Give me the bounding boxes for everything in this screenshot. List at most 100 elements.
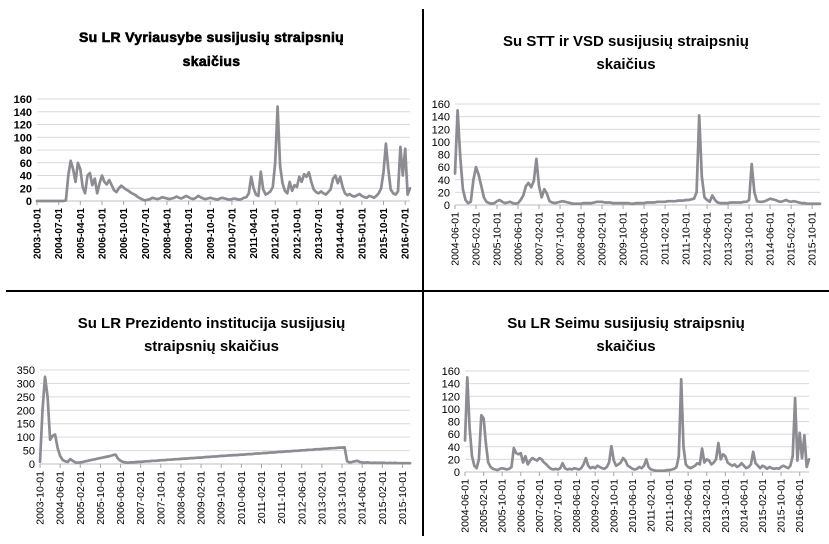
y-tick-label: 150 [17,419,35,431]
x-tick-label: 2008-06-01 [576,212,588,266]
divider-horizontal [6,290,829,292]
x-tick-labels: 2003-10-01 2004-06-01 2005-02-01 2005-10-01… [35,471,409,525]
y-tick-label: 250 [17,392,35,404]
series-line [35,105,412,203]
x-tick-label: 2011-10-01 [664,479,676,532]
y-tick-label: 40 [20,171,32,183]
x-tick-label: 2015-10-01 [397,471,409,525]
x-tick-label: 2016-06-01 [794,479,806,533]
y-tick-label: 120 [432,124,450,136]
x-tick-label: 2005-02-01 [471,212,483,266]
x-tick-label: 2009-10-01 [206,208,217,260]
x-tick-label: 2015-02-01 [757,479,769,533]
chart-title-line: skaičius [596,338,656,355]
x-tick-label: 2003-10-01 [33,208,44,260]
chart-cell-seimas: Su LR Seimu susijusių straipsnių skaičiu… [423,291,829,544]
x-tick-label: 2010-07-01 [227,208,238,260]
y-tick-label: 80 [438,150,450,162]
x-tick-label: 2007-07-01 [141,208,152,260]
y-tick-label: 100 [432,137,450,149]
divider-vertical [422,9,424,536]
y-tick-label: 80 [20,145,32,157]
x-tick-label: 2008-06-01 [175,471,187,525]
y-tick-label: 60 [438,162,450,174]
x-tick-label: 2006-10-01 [119,208,130,260]
x-tick-label: 2014-04-01 [336,208,347,260]
y-tick-label: 40 [448,442,460,454]
y-tick-label: 40 [438,175,450,187]
x-tick-label: 2011-02-01 [660,212,672,265]
x-tick-label: 2009-02-01 [196,471,208,525]
x-tick-label: 2007-02-01 [534,212,546,266]
x-tick-label: 2011-10-01 [681,212,693,265]
x-tick-label: 2007-10-01 [552,479,564,533]
x-tick-label: 2006-06-01 [515,479,527,533]
series-line [38,375,412,465]
x-tick-label: 2015-01-01 [357,208,368,260]
x-tick-label: 2005-04-01 [76,208,87,260]
chart-cell-prezidentas: Su LR Prezidento institucija susijusių s… [0,291,423,544]
x-tick-label: 2007-10-01 [555,212,567,266]
chart-canvas-prezidentas: 0 50 100 150 200 250 300 350 2003-10-01 2004-06-0… [0,358,423,544]
y-tick-label: 160 [432,99,450,111]
y-tick-label: 300 [17,378,35,390]
x-tick-label: 2012-06-01 [683,479,695,533]
y-tick-label: 120 [14,120,32,132]
chart-title-stt-vsd: Su STT ir VSD susijusių straipsnių skaič… [423,30,829,76]
chart-title-line: Su LR Prezidento institucija susijusių [77,315,346,332]
x-tick-label: 2015-10-01 [379,208,390,260]
x-tick-label: 2006-01-01 [97,208,108,260]
x-tick-label: 2004-06-01 [460,479,472,533]
x-tick-marks [36,201,406,205]
y-tick-label: 140 [442,379,460,391]
x-tick-label: 2004-06-01 [55,471,67,525]
x-tick-label: 2013-10-01 [720,479,732,533]
x-tick-label: 2005-10-01 [95,471,107,525]
x-tick-label: 2004-06-01 [450,212,462,266]
x-tick-label: 2006-06-01 [115,471,127,525]
series-line [453,108,822,206]
x-tick-label: 2013-02-01 [316,471,328,525]
x-tick-label: 2006-06-01 [513,212,525,266]
x-tick-label: 2010-06-01 [627,479,639,533]
x-tick-label: 2011-02-01 [645,479,657,532]
y-gridlines [465,370,809,473]
x-tick-label: 2013-02-01 [723,212,735,266]
x-tick-label: 2007-02-01 [534,479,546,533]
chart-title-line: skaičius [182,53,241,70]
x-tick-label: 2015-10-01 [776,479,788,533]
x-tick-label: 2009-02-01 [590,479,602,533]
x-tick-label: 2016-07-01 [401,208,412,260]
y-gridlines [455,103,820,206]
y-tick-label: 160 [442,366,460,378]
chart-canvas-seimas: 0 20 40 60 80 100 120 140 160 2004-06-01 2005-02-0… [423,358,829,544]
chart-title-line: skaičius [596,56,656,73]
x-tick-label: 2015-02-01 [786,212,798,266]
chart-title-seimas: Su LR Seimu susijusių straipsnių skaičiu… [423,312,829,358]
x-tick-marks [39,464,403,468]
x-tick-label: 2015-10-01 [807,212,819,266]
y-tick-label: 80 [448,417,460,429]
x-tick-label: 2014-06-01 [357,471,369,525]
x-tick-marks [464,472,801,476]
x-tick-label: 2011-02-01 [256,471,268,524]
x-tick-label: 2005-02-01 [478,479,490,533]
x-tick-label: 2009-02-01 [597,212,609,266]
y-tick-label: 100 [442,404,460,416]
chart-cell-vyriausybe: Su LR Vyriausybe susijusių straipsnių sk… [0,0,423,291]
x-tick-label: 2008-06-01 [571,479,583,533]
y-tick-label: 50 [23,446,35,458]
x-tick-label: 2010-06-01 [236,471,248,525]
chart-title-line: Su LR Seimu susijusių straipsnių [507,315,745,332]
y-tick-label: 0 [29,459,35,471]
x-tick-label: 2013-10-01 [337,471,349,525]
chart-title-line: Su LR Vyriausybe susijusių straipsnių [79,29,344,46]
